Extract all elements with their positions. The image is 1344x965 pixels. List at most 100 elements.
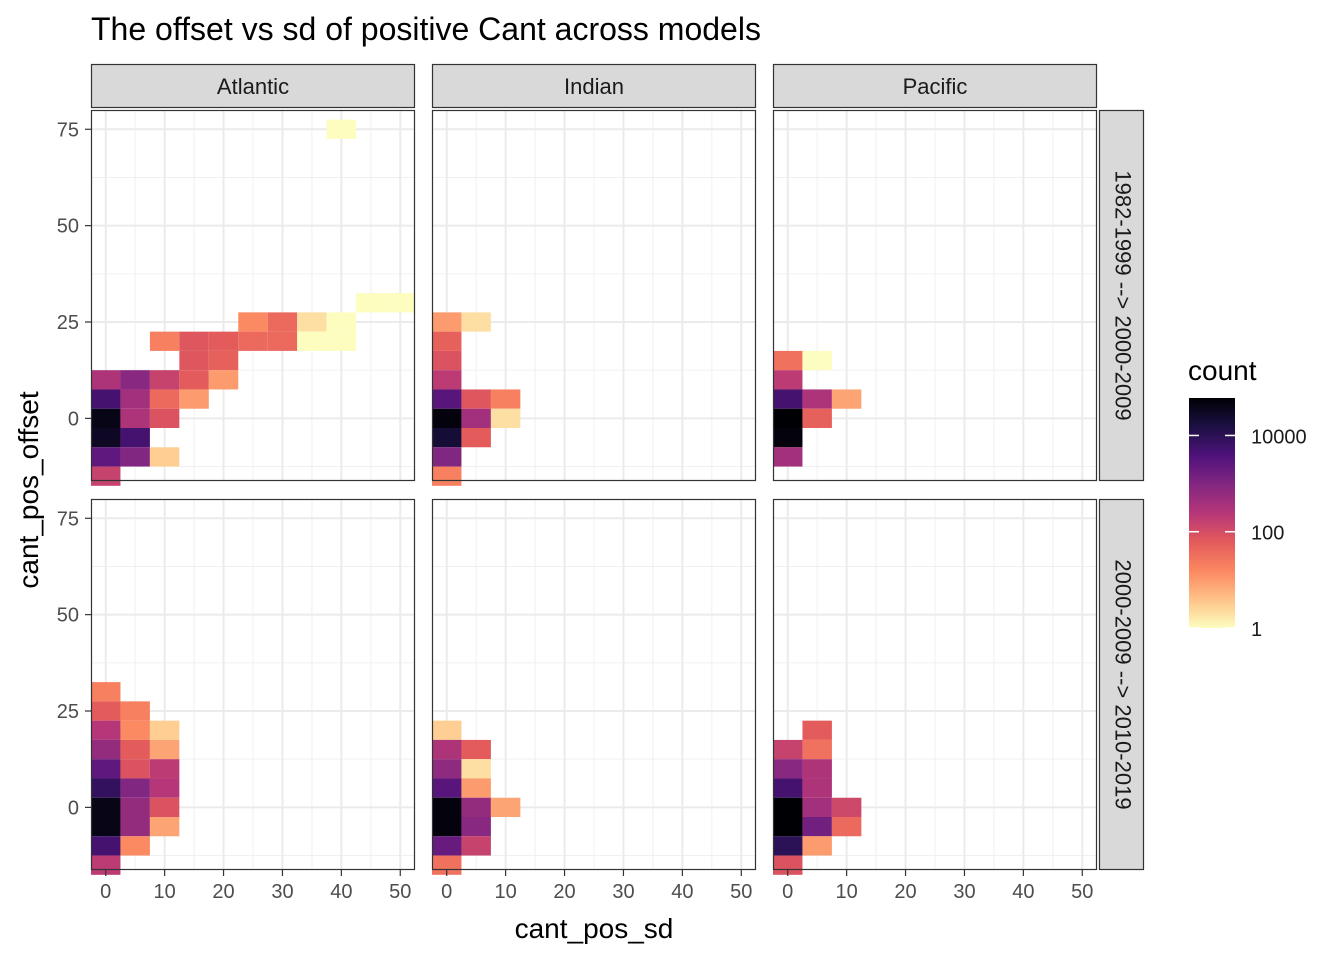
heatmap-tile: [432, 389, 462, 409]
heatmap-tile: [326, 331, 357, 351]
heatmap-tile: [773, 428, 803, 448]
heatmap-tile: [461, 778, 491, 798]
legend-colorbar: [1189, 398, 1235, 628]
facet-panel: 0 25 50 75 0 10 20 30 40 50: [57, 498, 416, 903]
heatmap-tile: [831, 797, 862, 817]
row-strip-label: 2000-2009 --> 2010-2019: [1111, 559, 1136, 809]
heatmap-tile: [461, 428, 491, 448]
x-tick-label: 50: [389, 881, 411, 903]
heatmap-tile: [149, 797, 180, 817]
column-strip: [431, 63, 757, 109]
x-tick-label: 20: [894, 881, 916, 903]
column-strip-label: Pacific: [903, 74, 968, 99]
heatmap-tile: [91, 701, 121, 721]
chart-title: The offset vs sd of positive Cant across…: [91, 11, 761, 47]
heatmap-tile: [490, 389, 521, 409]
heatmap-tile: [91, 817, 121, 837]
heatmap-tile: [149, 778, 180, 798]
heatmap-tile: [179, 389, 209, 409]
heatmap-tile: [461, 836, 491, 856]
facet-panel: [431, 109, 757, 486]
heatmap-tile: [432, 739, 462, 760]
heatmap-tile: [91, 428, 121, 448]
heatmap-tile: [773, 370, 803, 390]
x-tick-label: 0: [441, 881, 452, 903]
heatmap-tile: [91, 408, 121, 428]
heatmap-tile: [179, 331, 209, 351]
heatmap-tile: [802, 797, 832, 817]
heatmap-tile: [267, 331, 298, 351]
heatmap-tile: [149, 447, 180, 467]
heatmap-tile: [149, 408, 180, 428]
y-tick-label: 0: [68, 408, 79, 430]
heatmap-tile: [432, 331, 462, 351]
heatmap-tile: [432, 817, 462, 837]
x-tick-label: 20: [553, 881, 575, 903]
heatmap-tile: [802, 720, 832, 740]
y-axis-label: cant_pos_offset: [13, 391, 44, 588]
heatmap-tile: [120, 759, 150, 779]
heatmap-tile: [773, 389, 803, 409]
heatmap-tile: [91, 739, 121, 760]
heatmap-tile: [461, 408, 491, 428]
heatmap-tile: [326, 312, 357, 332]
legend-title: count: [1188, 355, 1257, 386]
heatmap-tile: [461, 817, 491, 837]
heatmap-tile: [773, 817, 803, 837]
x-tick-label: 40: [1012, 881, 1034, 903]
x-tick-label: 20: [212, 881, 234, 903]
heatmap-tile: [267, 312, 298, 332]
heatmap-tile: [432, 447, 462, 467]
panel-border: [772, 109, 1098, 482]
heatmap-tile: [91, 389, 121, 409]
heatmap-tile: [773, 797, 803, 817]
heatmap-tile: [432, 312, 462, 332]
heatmap-tile: [238, 312, 268, 332]
heatmap-tile: [432, 797, 462, 817]
row-strip: [1098, 498, 1145, 871]
heatmap-tile: [432, 720, 462, 740]
column-strip: [772, 63, 1098, 109]
heatmap-tile: [802, 817, 832, 837]
heatmap-tile: [149, 720, 180, 740]
y-tick-label: 0: [68, 797, 79, 819]
heatmap-tile: [149, 370, 180, 390]
legend-tick-label: 100: [1251, 523, 1284, 545]
panel-border: [772, 498, 1098, 871]
heatmap-tile: [773, 408, 803, 428]
heatmap-tile: [432, 370, 462, 390]
x-axis-label: cant_pos_sd: [515, 913, 674, 944]
heatmap-tile: [179, 370, 209, 390]
heatmap-tile: [120, 836, 150, 856]
heatmap-tile: [773, 739, 803, 760]
facet-panel: [772, 109, 1098, 482]
heatmap-tile: [461, 312, 491, 332]
heatmap-tile: [208, 350, 239, 371]
heatmap-tile: [831, 817, 862, 837]
heatmap-tile: [802, 350, 832, 371]
heatmap-tile: [773, 836, 803, 856]
panel-border: [431, 498, 757, 871]
heatmap-tile: [356, 293, 386, 313]
heatmap-tile: [490, 797, 521, 817]
heatmap-tile: [802, 739, 832, 760]
facet-panel: 0 25 50 75: [57, 109, 416, 486]
heatmap-tile: [385, 293, 415, 313]
heatmap-tile: [432, 350, 462, 371]
x-tick-label: 10: [495, 881, 517, 903]
legend-tick-label: 1: [1251, 619, 1262, 641]
heatmap-tile: [91, 466, 121, 486]
heatmap-tile: [149, 759, 180, 779]
heatmap-tile: [432, 428, 462, 448]
heatmap-tile: [91, 370, 121, 390]
y-tick-label: 25: [57, 701, 79, 723]
heatmap-tile: [120, 739, 150, 760]
heatmap-tile: [120, 720, 150, 740]
x-tick-label: 30: [953, 881, 975, 903]
heatmap-tile: [179, 350, 209, 371]
heatmap-tile: [461, 759, 491, 779]
heatmap-tile: [120, 428, 150, 448]
heatmap-tile: [149, 739, 180, 760]
